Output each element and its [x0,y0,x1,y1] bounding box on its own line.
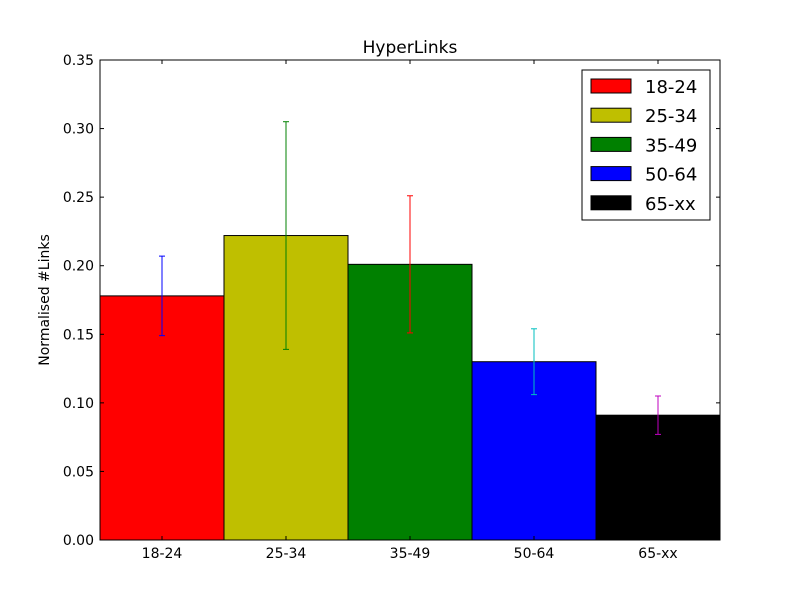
y-axis-label: Normalised #Links [37,234,53,365]
y-tick-label: 0.35 [63,53,94,69]
legend-label: 35-49 [645,135,697,156]
legend-swatch [591,167,631,181]
legend-swatch [591,108,631,122]
chart-title: HyperLinks [363,38,458,58]
legend-swatch [591,137,631,151]
legend-label: 25-34 [645,106,697,127]
y-tick-label: 0.15 [63,327,94,343]
x-tick-label: 18-24 [142,546,183,562]
legend-label: 18-24 [645,77,697,98]
y-tick-label: 0.00 [63,533,94,549]
y-tick-label: 0.20 [63,259,94,275]
y-tick-label: 0.30 [63,122,94,138]
x-tick-label: 50-64 [514,546,555,562]
legend-swatch [591,79,631,93]
x-tick-label: 25-34 [266,546,307,562]
x-tick-label: 35-49 [390,546,431,562]
x-tick-label: 65-xx [638,546,677,562]
y-tick-label: 0.10 [63,396,94,412]
legend-label: 50-64 [645,165,697,186]
y-tick-label: 0.25 [63,190,94,206]
legend-swatch [591,196,631,210]
legend-label: 65-xx [645,194,696,215]
y-tick-label: 0.05 [63,464,94,480]
